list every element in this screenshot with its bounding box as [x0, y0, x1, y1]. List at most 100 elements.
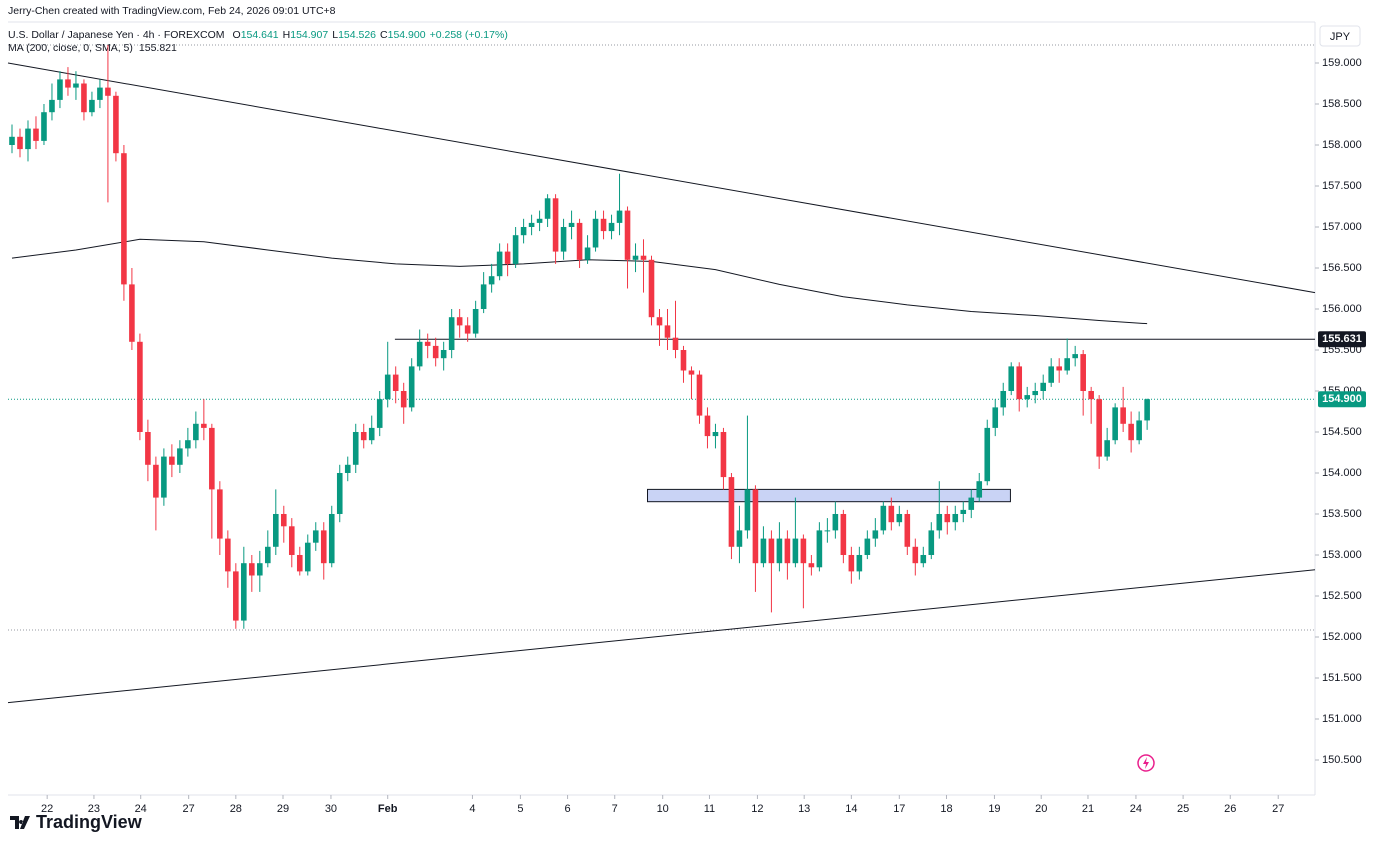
- candle-body: [89, 99, 95, 113]
- y-tick-label: 156.000: [1322, 303, 1362, 315]
- candle-body: [137, 341, 143, 432]
- alert-bolt[interactable]: [1143, 757, 1149, 769]
- candle-body: [552, 198, 559, 252]
- candle-body: [952, 513, 959, 523]
- y-tick-label: 151.500: [1322, 672, 1362, 684]
- candle-body: [257, 563, 263, 576]
- candle-body: [920, 554, 927, 564]
- candle-body: [416, 341, 423, 367]
- x-tick-label: 6: [565, 803, 571, 815]
- candle-body: [832, 513, 839, 531]
- candle-body: [280, 513, 287, 527]
- candle-body: [1120, 407, 1126, 424]
- candle-body: [768, 538, 775, 564]
- candle-body: [193, 423, 199, 441]
- candle-body: [296, 554, 303, 572]
- candle-body: [65, 79, 71, 88]
- y-tick-label: 157.500: [1322, 180, 1362, 192]
- candle-body: [1096, 399, 1102, 457]
- candle-body: [440, 349, 447, 359]
- candle-body: [121, 153, 127, 285]
- y-tick-label: 153.000: [1322, 549, 1362, 561]
- currency-box[interactable]: [1319, 25, 1361, 47]
- candle-body: [672, 337, 679, 350]
- y-tick-label: 152.500: [1322, 590, 1362, 602]
- candle-body: [288, 526, 295, 555]
- y-tick-label: 158.000: [1322, 139, 1362, 151]
- candle-body: [816, 530, 823, 568]
- symbol: U.S. Dollar / Japanese Yen · 4h · FOREXC…: [8, 29, 225, 41]
- candle-body: [728, 477, 735, 547]
- x-tick-label: 10: [657, 803, 669, 815]
- candle-body: [520, 226, 527, 236]
- candle-body: [105, 87, 111, 96]
- y-tick-label: 150.500: [1322, 754, 1362, 766]
- candle-body: [528, 222, 535, 227]
- ohlc-value: 154.526: [338, 29, 376, 41]
- y-tick-label: 154.500: [1322, 426, 1362, 438]
- candle-body: [9, 136, 15, 145]
- ma-value: 155.821: [139, 42, 177, 54]
- candle-body: [1144, 399, 1150, 421]
- candle-body: [736, 530, 743, 547]
- price-tag-label: 154.900: [1322, 393, 1362, 405]
- x-tick-label: 11: [704, 803, 715, 815]
- candle-body: [312, 530, 319, 543]
- candle-body: [336, 472, 343, 514]
- candle-body: [161, 456, 167, 498]
- x-tick-label: 20: [1035, 803, 1047, 815]
- candle-body: [800, 538, 807, 564]
- currency[interactable]: JPY: [1330, 31, 1351, 43]
- candle-body: [608, 222, 615, 232]
- candle-body: [912, 546, 919, 564]
- trend-line: [7, 62, 1316, 294]
- candle-body: [808, 563, 815, 568]
- candle-body: [896, 513, 903, 523]
- zone: [647, 488, 1011, 503]
- candle-body: [432, 345, 439, 359]
- candle-body: [145, 431, 151, 465]
- candle-body: [1016, 366, 1023, 400]
- ohlc-key: O: [233, 29, 241, 41]
- candle-body: [1072, 354, 1078, 359]
- candle-body: [576, 222, 583, 260]
- alert-circle[interactable]: [1137, 754, 1155, 772]
- candle-body: [1032, 390, 1039, 396]
- price-tag: [1318, 391, 1366, 408]
- candle-body: [448, 317, 455, 350]
- candle-body: [1064, 358, 1070, 371]
- candle-body: [169, 456, 175, 465]
- y-tick-label: 159.000: [1322, 57, 1362, 69]
- candle-body: [408, 366, 415, 408]
- ohlc-value: 154.641: [241, 29, 279, 41]
- y-tick-label: 157.000: [1322, 221, 1362, 233]
- candle-body: [512, 235, 519, 264]
- candle-body: [976, 481, 983, 498]
- candle-body: [824, 530, 831, 532]
- candle-body: [560, 226, 567, 252]
- candle-body: [880, 505, 887, 531]
- candle-body: [320, 530, 327, 564]
- candle-body: [904, 513, 911, 547]
- ma-label: MA (200, close, 0, SMA, 5): [8, 42, 133, 54]
- x-tick-label: 22: [41, 803, 53, 815]
- candle-body: [936, 513, 943, 531]
- candle-body: [488, 276, 495, 285]
- candle-body: [984, 427, 991, 482]
- candle-body: [153, 464, 159, 498]
- x-tick-label: 24: [135, 803, 147, 815]
- candle-body: [712, 431, 719, 437]
- candle-body: [1088, 390, 1094, 400]
- alert-icon[interactable]: [1137, 754, 1155, 772]
- candle-body: [864, 538, 871, 555]
- ma-legend: MA (200, close, 0, SMA, 5) 155.821: [8, 42, 177, 54]
- candle-body: [496, 251, 503, 277]
- trend-line: [7, 569, 1316, 704]
- candle-body: [1048, 366, 1054, 383]
- candle-body: [792, 538, 799, 564]
- candle-body: [265, 546, 271, 564]
- candle-body: [1024, 395, 1031, 400]
- x-tick-label: 4: [469, 803, 475, 815]
- candle-body: [480, 284, 487, 309]
